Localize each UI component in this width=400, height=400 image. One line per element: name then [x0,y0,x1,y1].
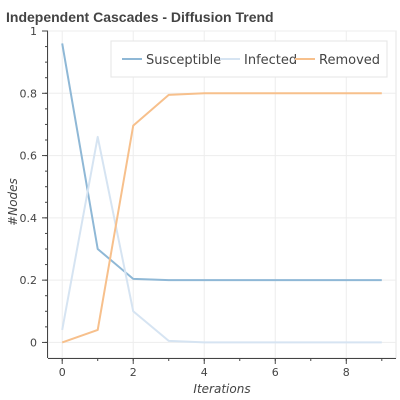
y-tick-label-3: 0.6 [20,150,38,163]
y-axis: 0 0.2 0.4 0.6 0.8 1 [20,25,48,358]
legend: Susceptible Infected Removed [110,40,388,78]
x-axis-label: Iterations [193,382,250,396]
series-lines [61,43,382,344]
x-tick-label-4: 8 [343,366,350,379]
series-line-susceptible [61,43,382,282]
legend-label-infected: Infected [244,53,297,68]
series-line-removed [61,92,382,344]
x-tick-label-1: 2 [130,366,137,379]
legend-label-susceptible: Susceptible [146,53,221,68]
y-tick-label-4: 0.8 [20,87,38,100]
x-tick-label-2: 4 [201,366,208,379]
y-axis-label: #Nodes [6,178,20,226]
y-tick-label-2: 0.4 [20,212,38,225]
y-tick-label-5: 1 [30,25,37,38]
y-tick-label-1: 0.2 [20,274,38,287]
x-axis: 0 2 4 6 8 [48,358,396,379]
x-tick-label-3: 6 [272,366,279,379]
y-tick-label-0: 0 [30,336,37,349]
plot-frame [47,30,397,359]
x-tick-label-0: 0 [59,366,66,379]
legend-label-removed: Removed [319,53,380,68]
plot-area [47,30,397,359]
chart-title: Independent Cascades - Diffusion Trend [6,9,274,25]
legend-box [110,40,388,78]
